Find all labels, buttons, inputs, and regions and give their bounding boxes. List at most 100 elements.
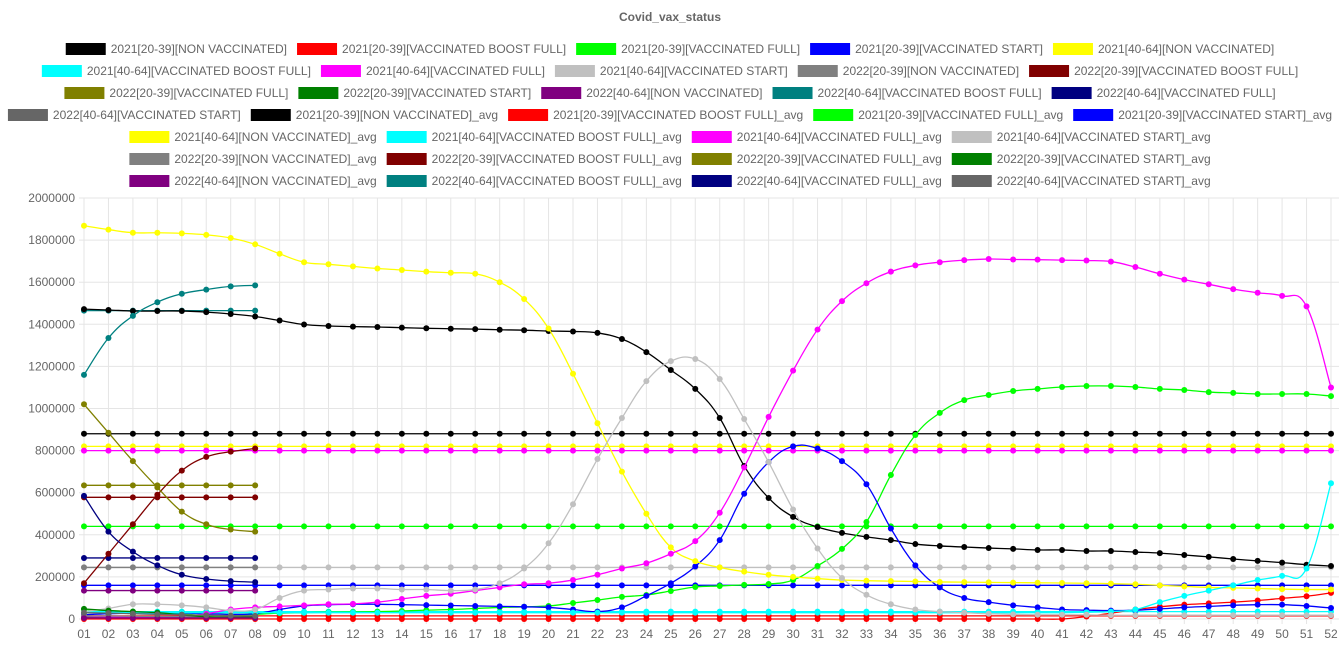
- legend-item[interactable]: 2022[20-39][VACCINATED START]: [298, 86, 531, 100]
- legend-item[interactable]: 2022[40-64][NON VACCINATED]_avg: [129, 174, 377, 188]
- data-point[interactable]: [1254, 447, 1261, 454]
- data-point[interactable]: [1181, 430, 1188, 437]
- data-point[interactable]: [1107, 430, 1114, 437]
- data-point[interactable]: [1303, 390, 1310, 397]
- data-point[interactable]: [154, 554, 161, 561]
- data-point[interactable]: [912, 432, 919, 439]
- data-point[interactable]: [765, 459, 772, 466]
- data-point[interactable]: [741, 490, 748, 497]
- data-point[interactable]: [594, 564, 601, 571]
- data-point[interactable]: [447, 443, 454, 450]
- data-point[interactable]: [325, 322, 332, 329]
- data-point[interactable]: [1328, 443, 1334, 450]
- data-point[interactable]: [276, 603, 283, 610]
- data-point[interactable]: [178, 430, 185, 437]
- data-point[interactable]: [1254, 564, 1261, 571]
- data-point[interactable]: [423, 443, 430, 450]
- data-point[interactable]: [1156, 605, 1163, 612]
- data-point[interactable]: [472, 609, 479, 616]
- data-point[interactable]: [81, 371, 87, 378]
- data-point[interactable]: [1010, 388, 1017, 395]
- data-point[interactable]: [1230, 286, 1237, 293]
- data-point[interactable]: [276, 609, 283, 616]
- data-point[interactable]: [178, 443, 185, 450]
- data-point[interactable]: [496, 584, 503, 591]
- data-point[interactable]: [423, 268, 430, 275]
- data-point[interactable]: [961, 443, 968, 450]
- data-point[interactable]: [154, 229, 161, 236]
- data-point[interactable]: [472, 326, 479, 333]
- legend-item[interactable]: 2021[40-64][VACCINATED BOOST FULL]_avg: [386, 130, 682, 144]
- data-point[interactable]: [276, 523, 283, 530]
- data-point[interactable]: [961, 564, 968, 571]
- data-point[interactable]: [521, 523, 528, 530]
- data-point[interactable]: [1034, 256, 1041, 263]
- data-point[interactable]: [765, 443, 772, 450]
- data-point[interactable]: [741, 609, 748, 616]
- data-point[interactable]: [936, 430, 943, 437]
- data-point[interactable]: [1010, 256, 1017, 263]
- data-point[interactable]: [1205, 447, 1212, 454]
- data-point[interactable]: [178, 290, 185, 297]
- data-point[interactable]: [203, 482, 210, 489]
- data-point[interactable]: [423, 447, 430, 454]
- data-point[interactable]: [594, 582, 601, 589]
- data-point[interactable]: [1328, 393, 1334, 400]
- data-point[interactable]: [301, 523, 308, 530]
- data-point[interactable]: [203, 612, 210, 619]
- data-point[interactable]: [1010, 545, 1017, 552]
- data-point[interactable]: [496, 523, 503, 530]
- data-point[interactable]: [570, 328, 577, 335]
- data-point[interactable]: [1230, 447, 1237, 454]
- data-point[interactable]: [936, 443, 943, 450]
- data-point[interactable]: [887, 601, 894, 608]
- data-point[interactable]: [643, 378, 650, 385]
- data-point[interactable]: [765, 430, 772, 437]
- data-point[interactable]: [178, 611, 185, 618]
- data-point[interactable]: [472, 443, 479, 450]
- data-point[interactable]: [741, 447, 748, 454]
- data-point[interactable]: [1059, 523, 1066, 530]
- data-point[interactable]: [349, 585, 356, 592]
- data-point[interactable]: [1010, 447, 1017, 454]
- data-point[interactable]: [1132, 606, 1139, 613]
- data-point[interactable]: [643, 523, 650, 530]
- data-point[interactable]: [1230, 556, 1237, 563]
- data-point[interactable]: [81, 554, 87, 561]
- data-point[interactable]: [1254, 612, 1261, 619]
- data-point[interactable]: [887, 447, 894, 454]
- legend-item[interactable]: 2022[40-64][VACCINATED BOOST FULL]: [772, 86, 1042, 100]
- data-point[interactable]: [765, 581, 772, 588]
- data-point[interactable]: [863, 582, 870, 589]
- data-point[interactable]: [521, 296, 528, 303]
- data-point[interactable]: [301, 430, 308, 437]
- data-point[interactable]: [154, 611, 161, 618]
- data-point[interactable]: [716, 564, 723, 571]
- data-point[interactable]: [643, 430, 650, 437]
- data-point[interactable]: [227, 582, 234, 589]
- legend-item[interactable]: 2022[40-64][VACCINATED START]_avg: [951, 174, 1211, 188]
- data-point[interactable]: [227, 607, 234, 614]
- data-point[interactable]: [741, 568, 748, 575]
- data-point[interactable]: [1034, 447, 1041, 454]
- data-point[interactable]: [790, 506, 797, 513]
- data-point[interactable]: [618, 414, 625, 421]
- data-point[interactable]: [521, 603, 528, 610]
- data-point[interactable]: [447, 587, 454, 594]
- data-point[interactable]: [178, 571, 185, 578]
- data-point[interactable]: [1303, 602, 1310, 609]
- data-point[interactable]: [1059, 546, 1066, 553]
- data-point[interactable]: [594, 447, 601, 454]
- data-point[interactable]: [349, 323, 356, 330]
- data-point[interactable]: [276, 430, 283, 437]
- data-point[interactable]: [1328, 605, 1334, 612]
- data-point[interactable]: [1230, 443, 1237, 450]
- data-point[interactable]: [912, 578, 919, 585]
- data-point[interactable]: [936, 523, 943, 530]
- data-point[interactable]: [154, 582, 161, 589]
- data-point[interactable]: [1254, 390, 1261, 397]
- data-point[interactable]: [447, 523, 454, 530]
- data-point[interactable]: [203, 430, 210, 437]
- data-point[interactable]: [252, 523, 259, 530]
- data-point[interactable]: [129, 494, 136, 501]
